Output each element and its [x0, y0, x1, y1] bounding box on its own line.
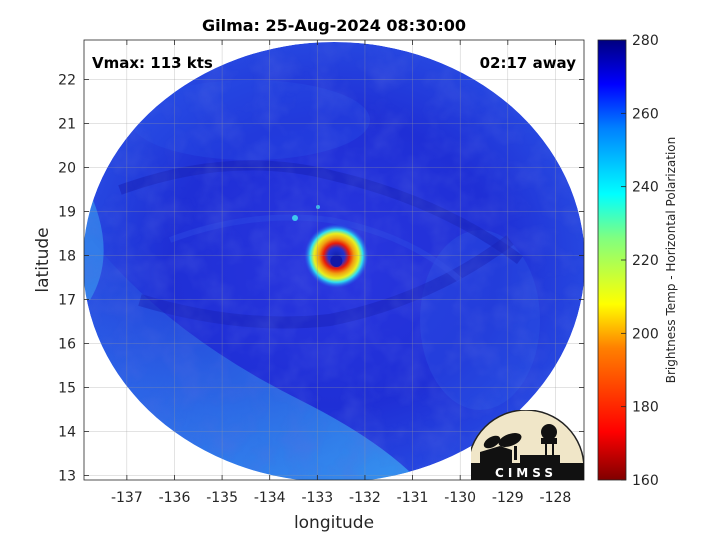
- y-tick-label: 20: [58, 161, 76, 177]
- colorbar-tick-label: 280: [632, 33, 659, 49]
- y-tick-label: 18: [58, 249, 76, 265]
- y-tick-label: 19: [58, 205, 76, 221]
- y-tick-label: 13: [58, 469, 76, 485]
- time-away-annotation: 02:17 away: [480, 54, 577, 72]
- colorbar-tick-label: 200: [632, 326, 659, 342]
- storm-eye: [330, 255, 343, 267]
- colorbar-tick-label: 220: [632, 253, 659, 269]
- grid-lines: [84, 40, 584, 480]
- logo-text: CIMSS: [495, 466, 557, 480]
- colorbar-tick-label: 240: [632, 180, 659, 196]
- y-tick-label: 14: [58, 425, 76, 441]
- vmax-annotation: Vmax: 113 kts: [92, 54, 213, 72]
- cimss-logo: CIMSS: [471, 410, 584, 480]
- colorbar-ticks: 160 180 200 220 240 260 280: [621, 33, 659, 489]
- x-tick-label: -137: [111, 490, 143, 506]
- y-tick-label: 21: [58, 117, 76, 133]
- x-tick-label: -129: [492, 490, 524, 506]
- y-tick-label: 16: [58, 337, 76, 353]
- brightness-temp-image: [84, 42, 584, 480]
- y-tick-label: 15: [58, 381, 76, 397]
- x-tick-label: -128: [540, 490, 572, 506]
- axes-frame: [83, 39, 585, 481]
- y-axis-ticks: 13 14 15 16 17 18 19 20 21 22: [58, 73, 584, 485]
- y-axis-label: latitude: [33, 227, 53, 292]
- x-axis-label: longitude: [294, 513, 374, 533]
- y-tick-label: 22: [58, 73, 76, 89]
- x-tick-label: -130: [444, 490, 476, 506]
- x-tick-label: -131: [397, 490, 429, 506]
- chart-title: Gilma: 25-Aug-2024 08:30:00: [202, 16, 466, 35]
- x-tick-label: -132: [349, 490, 381, 506]
- x-tick-label: -134: [254, 490, 286, 506]
- colorbar-tick-label: 260: [632, 106, 659, 122]
- colorbar-label: Brightness Temp - Horizontal Polarizatio…: [664, 137, 678, 384]
- y-tick-label: 17: [58, 293, 76, 309]
- colorbar-tick-label: 160: [632, 473, 659, 489]
- colorbar-tick-label: 180: [632, 400, 659, 416]
- x-tick-label: -136: [159, 490, 191, 506]
- x-tick-label: -133: [301, 490, 333, 506]
- x-axis-ticks: -137 -136 -135 -134 -133 -132 -131 -130 -129 -128: [111, 40, 571, 506]
- x-tick-label: -135: [206, 490, 238, 506]
